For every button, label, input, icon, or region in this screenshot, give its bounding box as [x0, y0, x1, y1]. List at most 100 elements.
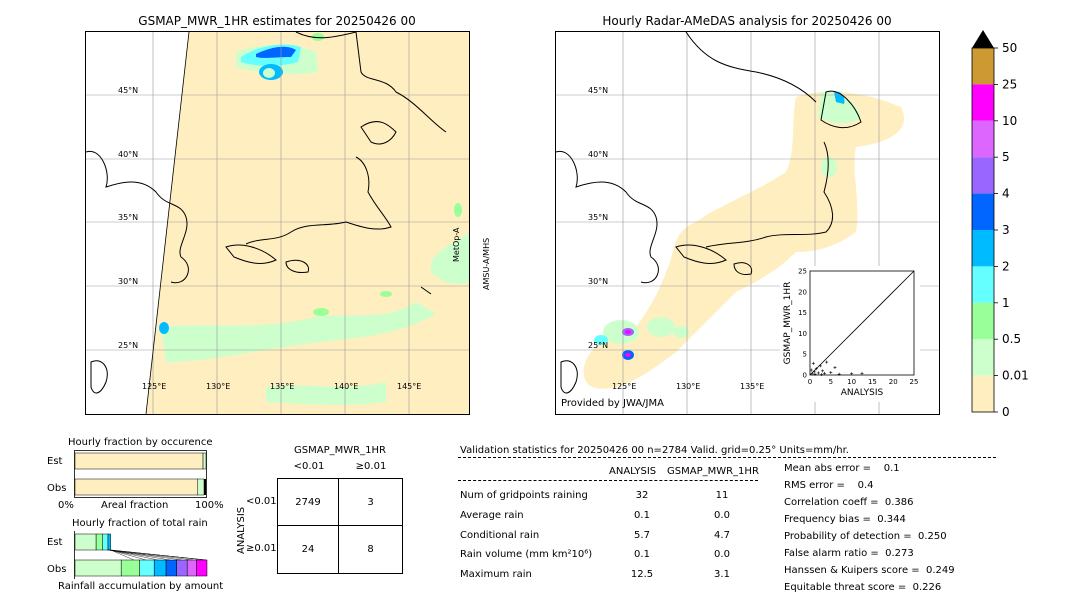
- occ-est-bar-none: [74, 452, 204, 470]
- colorbar-label: 25: [1002, 77, 1017, 91]
- colorbar-label: 0: [1002, 405, 1010, 419]
- left-lat-35: 35°N: [118, 213, 139, 222]
- colorbar-segment: [972, 339, 994, 376]
- scatter-xtick: 20: [889, 378, 898, 386]
- validation-row-analysis: 0.1: [634, 510, 650, 521]
- fraction-occ-axis-right: 100%: [195, 500, 224, 511]
- left-map-svg: [86, 32, 469, 414]
- scatter-point: [811, 361, 815, 365]
- right-lat-45: 45°N: [588, 86, 609, 95]
- tot-fan-line: [110, 549, 135, 561]
- contingency-col-lt: <0.01: [293, 461, 325, 472]
- right-lat-25: 25°N: [588, 341, 609, 350]
- validation-row-analysis: 32: [635, 490, 649, 501]
- scatter-svg: 00 5 5 10 10 15 15 20 20 25 25 ANALYSIS GSMAP_MWR_1H…: [783, 268, 919, 399]
- left-side-label-1: MetOp-A: [452, 227, 461, 262]
- scatter-point: [850, 372, 854, 376]
- scatter-ytick: 0: [803, 372, 807, 380]
- colorbar-label: 3: [1002, 223, 1010, 237]
- validation-row-gsmap: 11: [715, 490, 729, 501]
- scatter-point: [825, 360, 829, 364]
- tot-obs-segment: [120, 559, 140, 577]
- left-lat-45: 45°N: [118, 86, 139, 95]
- right-map-credit: Provided by JWA/JMA: [561, 398, 664, 409]
- scatter-point: [812, 370, 816, 374]
- right-lat-30: 30°N: [588, 277, 609, 286]
- validation-row-analysis: 0.1: [634, 549, 650, 560]
- fraction-occ-est-label: Est: [47, 456, 63, 467]
- scatter-point: [833, 366, 837, 370]
- tot-est-segment: [107, 533, 111, 551]
- scatter-xtick: 0: [808, 378, 812, 386]
- validation-row-label: Average rain: [460, 510, 524, 521]
- scatter-point: [829, 371, 833, 375]
- contingency-row-lt: <0.01: [246, 496, 277, 507]
- validation-row-label: Maximum rain: [460, 569, 532, 580]
- validation-row-gsmap: 0.0: [714, 549, 730, 560]
- colorbar-label: 1: [1002, 296, 1010, 310]
- right-lat-35: 35°N: [588, 213, 609, 222]
- left-lon-130: 130°E: [206, 382, 231, 391]
- colorbar-segment: [972, 48, 994, 85]
- fraction-total-est-label: Est: [47, 537, 63, 548]
- left-lon-125: 125°E: [142, 382, 167, 391]
- left-lon-140: 140°E: [334, 382, 359, 391]
- scatter-xtick: 10: [847, 378, 856, 386]
- scatter-point: [837, 372, 841, 376]
- colorbar-segment: [972, 230, 994, 267]
- scatter-xtick: 25: [910, 378, 919, 386]
- validation-col-gsmap: GSMAP_MWR_1HR: [667, 466, 759, 477]
- tot-fan-line: [109, 549, 147, 561]
- colorbar-label: 0.01: [1002, 369, 1029, 383]
- colorbar-segment: [972, 302, 994, 340]
- validation-row-label: Rain volume (mm km²10⁶): [460, 549, 593, 560]
- fraction-occ-svg: [74, 450, 207, 498]
- left-map-panel: [85, 31, 470, 415]
- contingency-col-ge: ≥0.01: [355, 461, 387, 472]
- colorbar-segment: [972, 157, 994, 194]
- validation-col-rule: [458, 480, 758, 481]
- validation-row-label: Conditional rain: [460, 530, 540, 541]
- right-lon-125: 125°E: [612, 382, 637, 391]
- scatter-ytick: 10: [798, 330, 807, 338]
- score-6: Hanssen & Kuipers score = 0.249: [784, 565, 955, 576]
- contingency-cell-01: 3: [339, 479, 402, 526]
- tot-obs-segment: [196, 559, 208, 577]
- right-lon-135: 135°E: [740, 382, 765, 391]
- fraction-total-footer: Rainfall accumulation by amount: [58, 581, 224, 592]
- colorbar-segment: [972, 84, 994, 121]
- contingency-grid: 2749 3 24 8: [277, 478, 403, 574]
- tot-est-segment: [102, 533, 109, 551]
- score-0: Mean abs error = 0.1: [784, 463, 900, 474]
- tot-est-segment: [74, 533, 97, 551]
- right-lon-130: 130°E: [676, 382, 701, 391]
- scatter-xlabel: ANALYSIS: [841, 388, 884, 398]
- left-lat-40: 40°N: [118, 150, 139, 159]
- tot-fan-line: [109, 549, 159, 561]
- right-lat-40: 40°N: [588, 150, 609, 159]
- scatter-diagonal: [809, 270, 915, 376]
- colorbar-label: 10: [1002, 114, 1017, 128]
- occ-obs-bar-heavy: [204, 479, 206, 495]
- right-map-title: Hourly Radar-AMeDAS analysis for 2025042…: [602, 14, 892, 28]
- scatter-ytick: 25: [798, 268, 807, 276]
- left-side-label-2: AMSU-A/MHS: [482, 237, 491, 290]
- validation-row-label: Num of gridpoints raining: [460, 490, 588, 501]
- occ-est-bar-rain: [202, 452, 207, 470]
- colorbar-label: 5: [1002, 150, 1010, 164]
- tot-obs-segment: [176, 559, 188, 577]
- scatter-point: [809, 368, 813, 372]
- left-lat-25: 25°N: [118, 341, 139, 350]
- fraction-occ-obs-label: Obs: [47, 483, 67, 494]
- score-7: Equitable threat score = 0.226: [784, 582, 942, 593]
- colorbar: 50 25 10 5 4 3 2 1 0.5 0.01 0: [960, 30, 1060, 420]
- left-lon-145: 145°E: [397, 382, 422, 391]
- fraction-total-chart: [74, 531, 208, 579]
- left-rain-south2: [266, 382, 386, 405]
- colorbar-svg: 50 25 10 5 4 3 2 1 0.5 0.01 0: [971, 30, 1029, 419]
- scatter-point: [818, 364, 822, 368]
- scatter-ylabel: GSMAP_MWR_1HR: [783, 282, 793, 365]
- validation-header: Validation statistics for 20250426 00 n=…: [460, 445, 849, 456]
- fraction-total-obs-label: Obs: [47, 564, 67, 575]
- left-map-title: GSMAP_MWR_1HR estimates for 20250426 00: [138, 14, 416, 28]
